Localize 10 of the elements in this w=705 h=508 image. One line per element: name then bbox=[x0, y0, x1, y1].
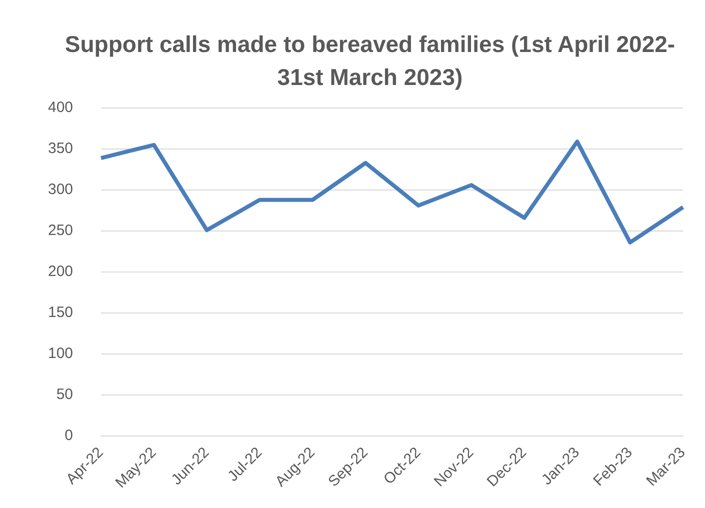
y-tick-label: 200 bbox=[48, 263, 74, 280]
y-tick-label: 150 bbox=[48, 304, 74, 322]
y-tick-label: 0 bbox=[64, 427, 74, 444]
y-tick-label: 300 bbox=[48, 181, 74, 198]
y-tick-label: 350 bbox=[48, 140, 74, 158]
y-tick-label: 250 bbox=[48, 222, 74, 240]
chart-title: Support calls made to bereaved families (1st April 2022-31st March 2023) bbox=[64, 30, 676, 92]
y-tick-label: 50 bbox=[56, 386, 74, 404]
y-tick-label: 100 bbox=[48, 345, 74, 362]
y-tick-label: 400 bbox=[48, 99, 74, 116]
